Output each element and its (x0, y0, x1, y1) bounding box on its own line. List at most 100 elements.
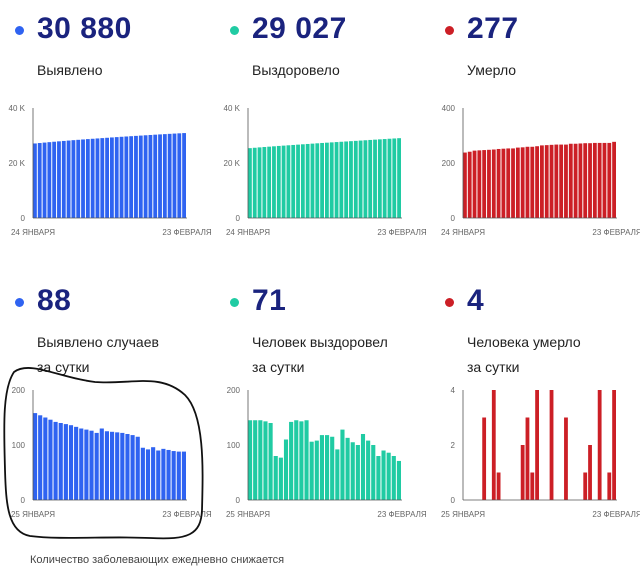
bar (607, 472, 612, 500)
bar (167, 133, 172, 218)
panel-cumulative-recovered: 29 027 Выздоровело 0 20 K 40 K 24 ЯНВАРЯ 23 ФЕ… (215, 0, 427, 270)
legend-dot-icon (445, 298, 454, 307)
bar (148, 134, 153, 218)
bar (53, 421, 58, 500)
bar (305, 143, 310, 218)
bar (549, 390, 554, 500)
x-start-label: 24 ЯНВАРЯ (441, 228, 485, 237)
bar (125, 434, 130, 500)
bar (344, 141, 349, 218)
bar (248, 420, 253, 500)
bar (530, 472, 535, 500)
bar (156, 450, 161, 500)
bar (63, 424, 68, 500)
bar (104, 431, 109, 500)
bar (349, 141, 353, 218)
bar (33, 413, 38, 500)
bar (319, 435, 324, 500)
bar (283, 439, 289, 500)
bar (263, 421, 268, 500)
bar (57, 141, 61, 218)
bar (81, 139, 85, 218)
bar (463, 152, 467, 218)
y-tick-label: 4 (451, 386, 456, 395)
stat-label: Человека умерло (467, 334, 581, 350)
bar (386, 452, 391, 500)
bar (134, 135, 138, 218)
y-tick-label: 0 (451, 214, 456, 223)
bar (47, 142, 52, 218)
panel-daily-cases: 88 Выявлено случаев за сутки 0 100 200 25 ЯНВА… (0, 272, 212, 542)
y-tick-label: 100 (12, 441, 26, 450)
bar (166, 449, 171, 500)
bar (612, 390, 616, 500)
bar (482, 150, 487, 218)
panel-daily-recovered: 71 Человек выздоровел за сутки 0 100 200 25 ЯН… (215, 272, 427, 542)
bar (607, 142, 612, 218)
bar (85, 139, 90, 218)
bar (506, 148, 511, 218)
y-tick-label: 40 K (9, 104, 26, 113)
bar (58, 423, 63, 500)
bar (248, 148, 252, 218)
bar (176, 451, 181, 500)
bar (314, 440, 319, 500)
bar (540, 145, 544, 218)
stat-number: 29 027 (252, 12, 347, 45)
bar (299, 421, 304, 500)
bar (110, 431, 115, 500)
bar (105, 137, 109, 218)
bar (340, 429, 345, 500)
stat-label: Человек выздоровел (252, 334, 388, 350)
y-tick-label: 200 (442, 159, 456, 168)
bar (171, 451, 176, 500)
y-tick-label: 40 K (224, 104, 241, 113)
bar (129, 136, 134, 218)
stat-label: за сутки (252, 359, 305, 375)
bar (296, 144, 300, 218)
bar (153, 134, 158, 218)
x-end-label: 23 ФЕВРАЛЯ (162, 510, 211, 519)
bar (467, 151, 472, 218)
bar (578, 143, 583, 218)
bar (525, 417, 530, 500)
bar (94, 432, 99, 500)
stat-number: 4 (467, 284, 485, 317)
legend-dot-icon (445, 26, 454, 35)
bar (135, 436, 140, 500)
bar (262, 147, 267, 218)
bar (363, 140, 368, 218)
bar (61, 140, 66, 218)
bar (68, 425, 74, 500)
bar (588, 143, 592, 218)
bar (110, 137, 114, 218)
bar (181, 451, 186, 500)
bar (115, 432, 120, 500)
stat-label: Умерло (467, 62, 517, 78)
bar (268, 423, 273, 500)
bar (525, 146, 530, 218)
x-end-label: 23 ФЕВРАЛЯ (377, 228, 426, 237)
y-tick-label: 200 (227, 386, 241, 395)
bar (100, 138, 105, 218)
bar (487, 149, 491, 218)
bar (360, 434, 366, 500)
bar (334, 142, 339, 218)
bar (612, 141, 616, 218)
stat-number: 71 (252, 284, 287, 317)
y-tick-label: 20 K (9, 159, 26, 168)
bar (530, 146, 535, 218)
y-tick-label: 0 (21, 214, 26, 223)
bar (76, 139, 81, 218)
bar (583, 143, 588, 218)
bar (42, 142, 47, 218)
x-start-label: 25 ЯНВАРЯ (226, 510, 270, 519)
bar (592, 142, 597, 218)
bar (496, 148, 501, 218)
bar (320, 142, 324, 218)
stat-label: за сутки (467, 359, 520, 375)
bar (95, 138, 100, 218)
bar (286, 145, 291, 218)
bar (350, 442, 355, 500)
bar (84, 429, 89, 500)
